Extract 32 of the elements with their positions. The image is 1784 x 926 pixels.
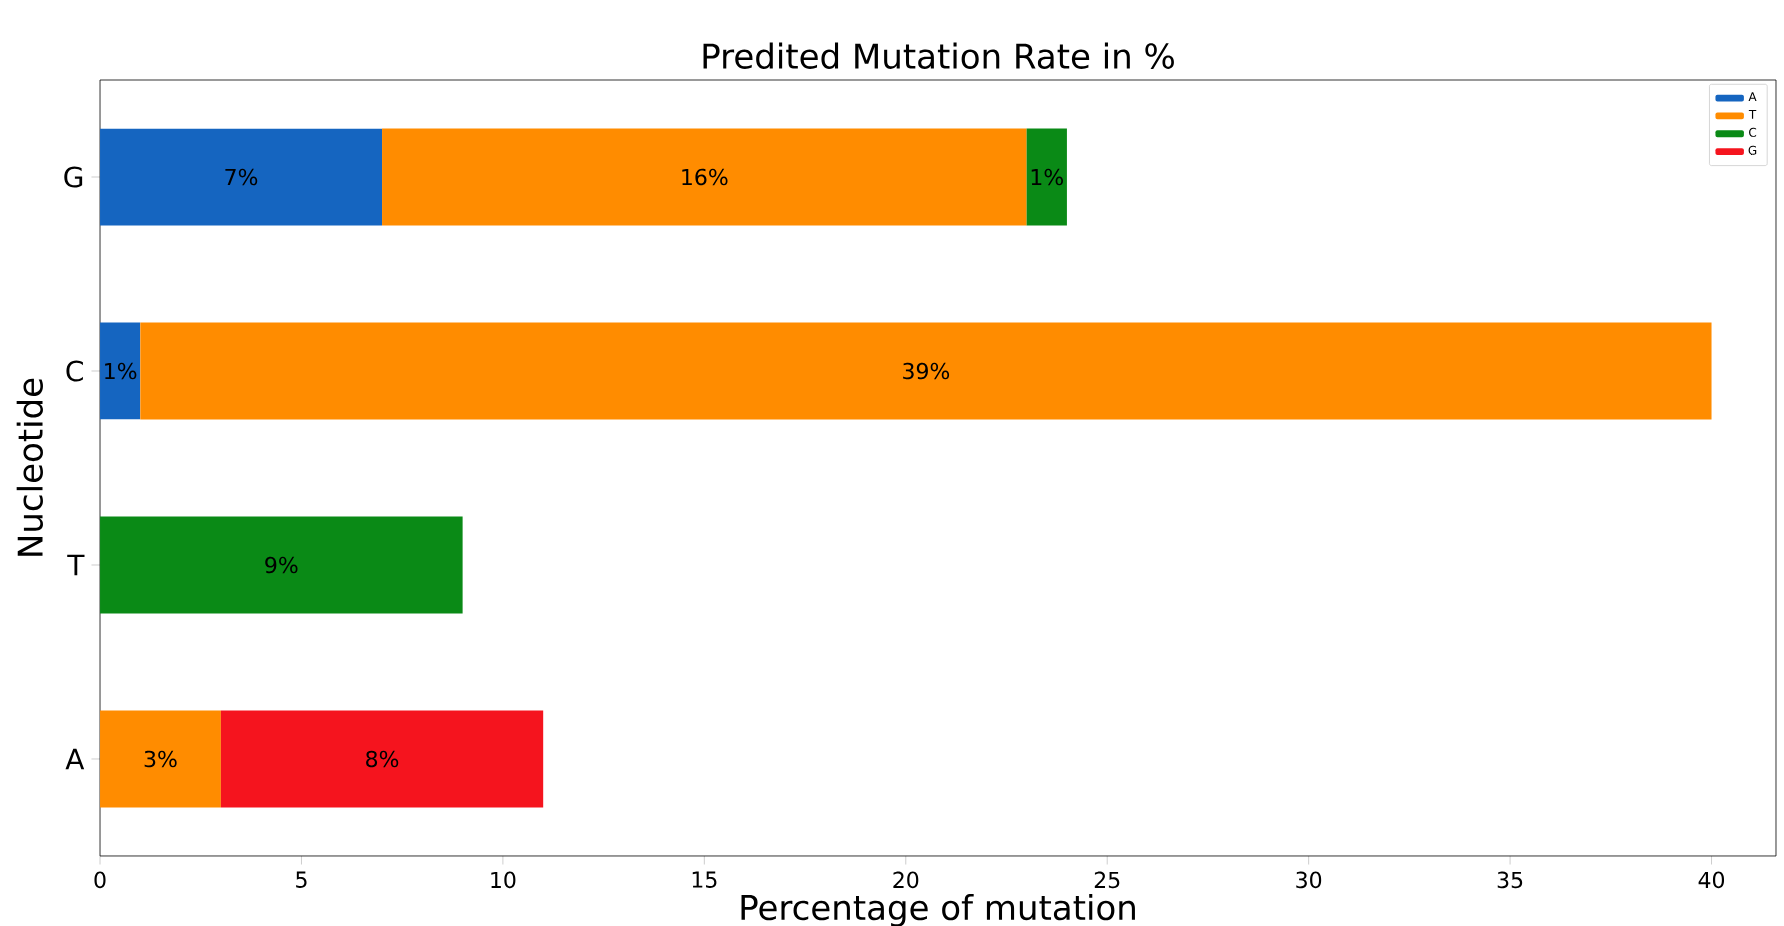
data-label: 8% (366, 750, 399, 768)
y-tick-label: C (66, 360, 83, 382)
x-tick-label: 40 (1698, 871, 1725, 889)
x-tick-label: 35 (1497, 871, 1523, 889)
bar (1026, 128, 1067, 226)
x-tick-label: 15 (692, 871, 717, 888)
x-tick-label: 0 (94, 871, 106, 889)
x-axis-title: Percentage of mutation (741, 893, 1135, 926)
x-tick-label: 25 (1094, 871, 1120, 889)
data-label: 3% (144, 750, 177, 768)
x-tick-label: 20 (893, 871, 919, 889)
data-label: 16% (682, 168, 728, 186)
x-tick-label: 30 (1296, 871, 1322, 889)
x-tick-label: 5 (296, 871, 307, 888)
y-tick-label: A (65, 748, 85, 770)
data-label: 39% (903, 362, 950, 380)
y-tick-label: T (67, 554, 85, 576)
y-tick-label: G (64, 166, 83, 188)
chart-title: Predited Mutation Rate in % (703, 42, 1174, 69)
bar (100, 516, 463, 614)
bar (140, 322, 1712, 420)
bar (100, 128, 383, 226)
data-label: 7% (225, 168, 258, 186)
x-tick-label: 10 (491, 871, 516, 889)
data-label: 1% (1031, 168, 1063, 186)
bar (382, 128, 1027, 226)
data-label: 1% (105, 362, 137, 380)
bar (100, 710, 221, 808)
bar (220, 710, 544, 808)
data-label: 9% (265, 556, 298, 574)
bar (100, 322, 141, 420)
y-axis-title: Nucleotide (16, 378, 43, 556)
